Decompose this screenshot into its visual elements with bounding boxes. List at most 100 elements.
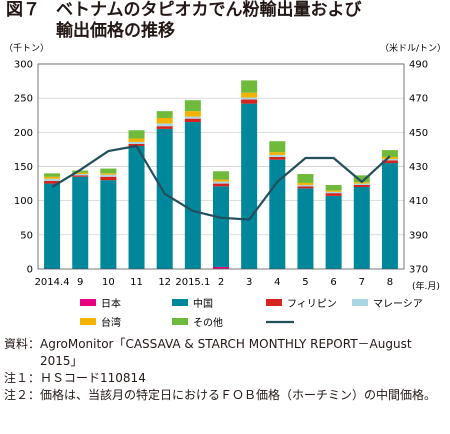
bar-segment bbox=[184, 122, 201, 269]
bar-segment bbox=[100, 168, 117, 174]
bar-segment bbox=[297, 186, 314, 189]
bar-segment bbox=[213, 179, 229, 182]
y-tick-label: 150 bbox=[14, 162, 33, 173]
bar-segment bbox=[156, 126, 173, 129]
bar-segment bbox=[213, 183, 229, 187]
bar-segment bbox=[269, 154, 286, 157]
legend-swatch bbox=[266, 299, 282, 306]
bar-segment bbox=[381, 160, 398, 164]
bar-segment bbox=[241, 92, 258, 98]
y-tick-label: 200 bbox=[14, 128, 33, 139]
legend-label: マレーシア bbox=[373, 299, 423, 310]
bar-segment bbox=[241, 99, 258, 104]
y2-tick-label: 390 bbox=[409, 230, 428, 241]
bar-segment bbox=[128, 141, 145, 144]
bar-segment bbox=[381, 150, 398, 157]
legend-swatch bbox=[352, 299, 368, 306]
note-2: 注２： 価格は、当該月の特定日におけるＦＯＢ価格（ホーチミン）の中間価格。 bbox=[4, 387, 448, 404]
note-1-text: ＨＳコード110814 bbox=[40, 371, 146, 385]
bar-segment bbox=[156, 111, 173, 118]
x-tick-label: 8 bbox=[387, 277, 393, 288]
bar-segment bbox=[297, 188, 314, 269]
bar-segment bbox=[100, 180, 117, 269]
figure-number: 図７ bbox=[6, 0, 40, 20]
legend-label: 日本 bbox=[101, 297, 121, 310]
x-tick-label: 2 bbox=[218, 277, 224, 288]
legend-label: 台湾 bbox=[101, 316, 121, 329]
x-tick-label: 4 bbox=[274, 277, 280, 288]
bar-segment bbox=[325, 190, 342, 192]
y2-tick-label: 370 bbox=[409, 265, 428, 276]
y-tick-label: 100 bbox=[14, 196, 33, 207]
bar-segment bbox=[44, 176, 61, 179]
bar-segment bbox=[381, 158, 398, 161]
y2-tick-label: 410 bbox=[409, 196, 428, 207]
bar-segment bbox=[184, 118, 201, 123]
bar-segment bbox=[269, 152, 286, 155]
bar-segment bbox=[241, 97, 258, 100]
x-tick-label: 5 bbox=[302, 277, 308, 288]
bar-segment bbox=[44, 178, 61, 181]
y-tick-label: 300 bbox=[14, 60, 33, 71]
title-line-1: ベトナムのタピオカでん粉輸出量および bbox=[56, 0, 362, 20]
legend-label: 中国 bbox=[193, 297, 213, 310]
bar-segment bbox=[72, 175, 89, 177]
bar-segment bbox=[44, 173, 61, 177]
bar-segment bbox=[100, 174, 117, 177]
bar-segment bbox=[72, 172, 89, 175]
legend-label: その他 bbox=[193, 316, 223, 329]
bar-segment bbox=[241, 80, 258, 93]
bar-segment bbox=[100, 176, 117, 181]
bar-segment bbox=[213, 171, 229, 180]
bar-segment bbox=[269, 141, 286, 153]
bar-segment bbox=[297, 182, 314, 185]
legend-swatch bbox=[172, 299, 188, 306]
export-chart: （千トン） （米ドル/トン）050100150200250300370390410… bbox=[4, 42, 446, 329]
legend-swatch bbox=[80, 318, 96, 325]
note-2-label: 注２： bbox=[4, 388, 41, 402]
x-tick-label: 7 bbox=[359, 277, 365, 288]
bar-segment bbox=[297, 174, 314, 183]
note-1: 注１： ＨＳコード110814 bbox=[4, 370, 448, 387]
bar-segment bbox=[325, 193, 342, 196]
y2-tick-label: 450 bbox=[409, 128, 428, 139]
bar-segment bbox=[184, 116, 201, 119]
bar-segment bbox=[381, 163, 398, 269]
y2-tick-label: 430 bbox=[409, 162, 428, 173]
x-tick-label: 12 bbox=[158, 277, 171, 288]
bar-segment bbox=[353, 175, 370, 183]
x-tick-label: 3 bbox=[246, 277, 252, 288]
x-tick-label: 2015.1 bbox=[175, 277, 210, 288]
bar-segment bbox=[213, 266, 229, 269]
bar-segment bbox=[184, 111, 201, 117]
y-tick-label: 250 bbox=[14, 94, 33, 105]
y-tick-label: 0 bbox=[27, 265, 33, 276]
bar-segment bbox=[128, 130, 145, 139]
bar-segment bbox=[156, 117, 173, 124]
bar-segment bbox=[241, 103, 258, 269]
x-tick-label: 9 bbox=[77, 277, 83, 288]
bar-segment bbox=[269, 156, 286, 160]
bar-segment bbox=[156, 128, 173, 269]
title-line-2: 輸出価格の推移 bbox=[56, 21, 175, 41]
bar-segment bbox=[100, 173, 117, 175]
bar-segment bbox=[381, 156, 398, 159]
bar-segment bbox=[72, 170, 89, 173]
bar-segment bbox=[156, 123, 173, 127]
x-tick-label: 11 bbox=[130, 277, 143, 288]
bar-segment bbox=[44, 183, 61, 269]
x-tick-label: 6 bbox=[330, 277, 336, 288]
bar-segment bbox=[353, 187, 370, 269]
bar-segment bbox=[213, 186, 229, 267]
bar-segment bbox=[128, 138, 145, 142]
bar-segment bbox=[72, 176, 89, 269]
x-tick-label: 2014.4 bbox=[35, 277, 70, 288]
bar-segment bbox=[325, 184, 342, 191]
bar-segment bbox=[128, 146, 145, 269]
bar-segment bbox=[297, 184, 314, 187]
y-tick-label: 50 bbox=[20, 230, 33, 241]
legend-label: フィリピン bbox=[287, 298, 337, 310]
bar-segment bbox=[44, 180, 61, 184]
legend-swatch bbox=[80, 299, 96, 306]
bar-segment bbox=[325, 191, 342, 194]
